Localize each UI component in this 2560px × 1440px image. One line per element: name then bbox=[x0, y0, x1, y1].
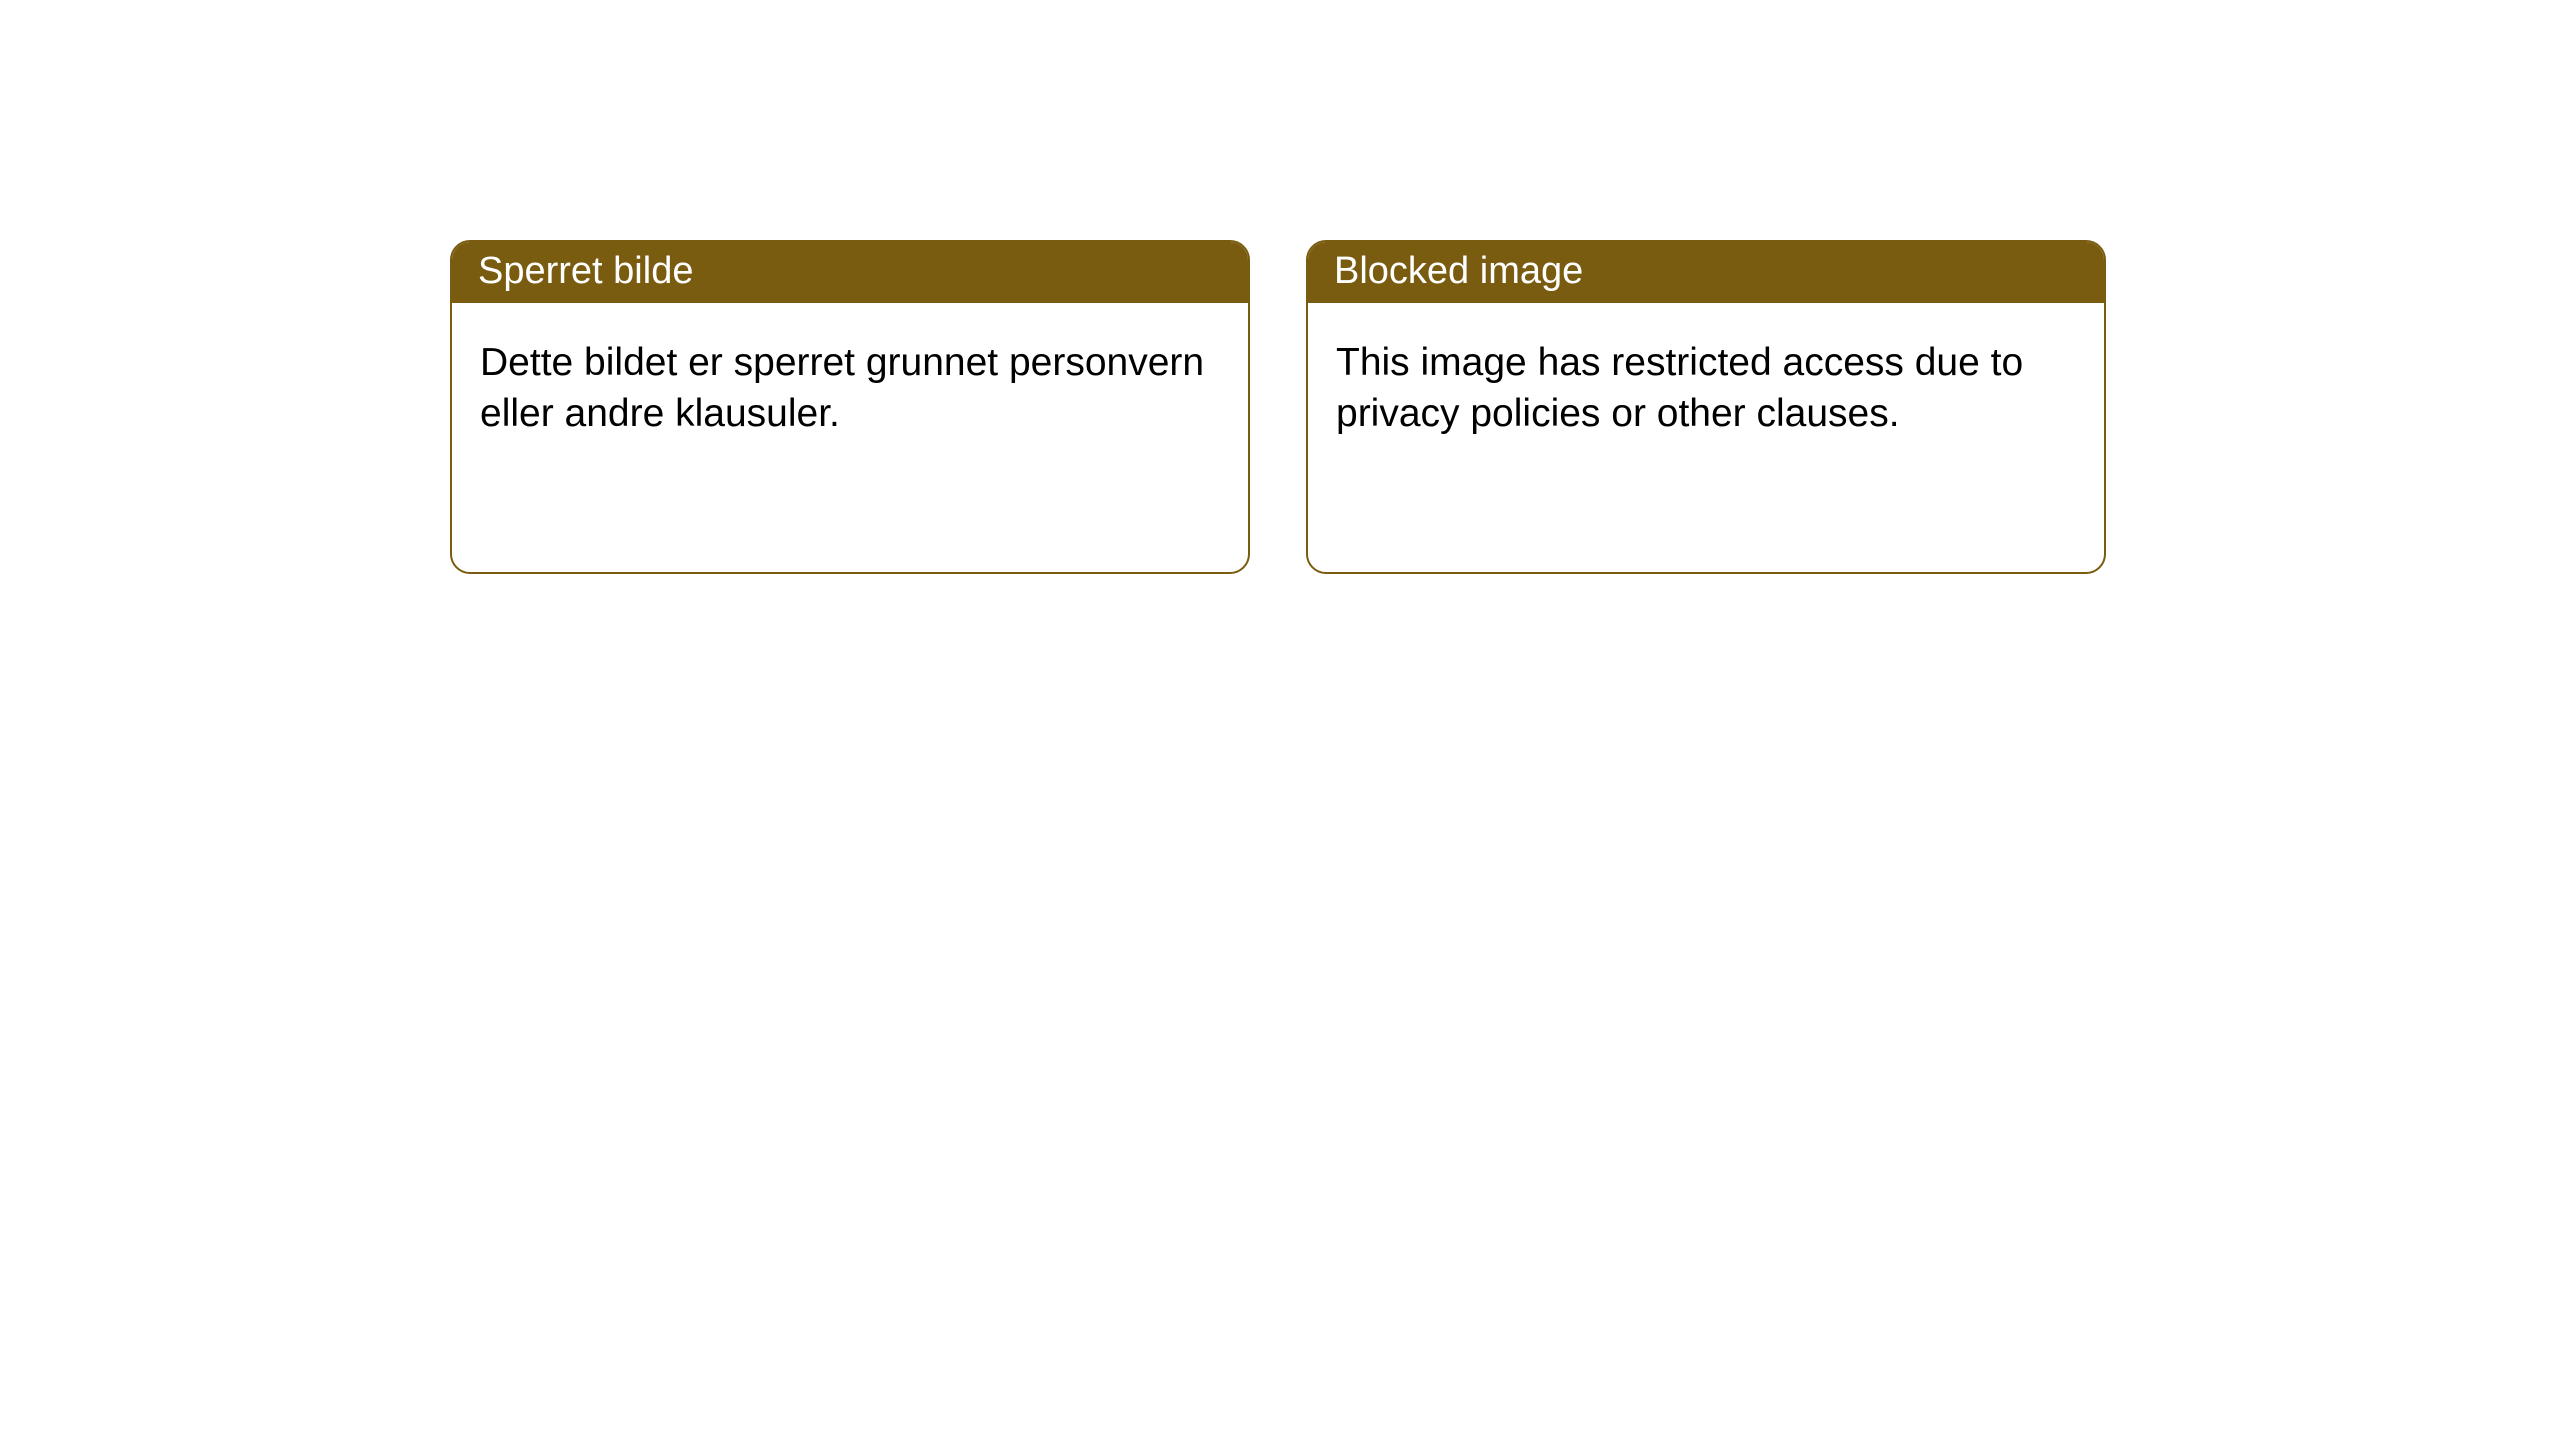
notice-body-norwegian: Dette bildet er sperret grunnet personve… bbox=[452, 303, 1248, 474]
notice-card-english: Blocked image This image has restricted … bbox=[1306, 240, 2106, 574]
notice-card-norwegian: Sperret bilde Dette bildet er sperret gr… bbox=[450, 240, 1250, 574]
notice-title-english: Blocked image bbox=[1308, 242, 2104, 303]
notice-title-norwegian: Sperret bilde bbox=[452, 242, 1248, 303]
notice-body-english: This image has restricted access due to … bbox=[1308, 303, 2104, 474]
notice-container: Sperret bilde Dette bildet er sperret gr… bbox=[0, 0, 2560, 574]
